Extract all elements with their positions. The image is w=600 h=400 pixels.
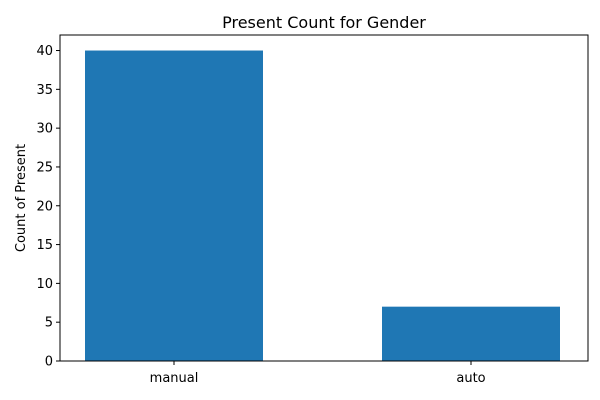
y-tick-label: 20	[36, 199, 53, 214]
y-tick-label: 25	[36, 160, 53, 175]
y-axis-ticks: 0 5 10 15 20 25 30 35 40	[36, 44, 60, 370]
y-tick-label: 5	[45, 316, 53, 331]
bar-auto	[382, 306, 560, 361]
plot-frame	[59, 34, 589, 362]
y-tick-label: 30	[36, 122, 53, 137]
bar-manual	[85, 50, 263, 362]
x-axis-ticks: manual auto	[150, 361, 486, 386]
y-tick-label: 40	[36, 44, 53, 59]
bars-group	[85, 50, 560, 362]
y-tick-label: 35	[36, 83, 53, 98]
plot-area: 0 5 10 15 20 25 30 35 40 manual auto	[36, 34, 589, 386]
y-axis-label: Count of Present	[14, 144, 29, 252]
y-tick-label: 0	[45, 355, 53, 370]
chart-title: Present Count for Gender	[222, 13, 426, 32]
y-tick-label: 15	[36, 238, 53, 253]
x-tick-label-manual: manual	[150, 371, 199, 386]
x-tick-label-auto: auto	[456, 371, 485, 386]
y-tick-label: 10	[36, 277, 53, 292]
